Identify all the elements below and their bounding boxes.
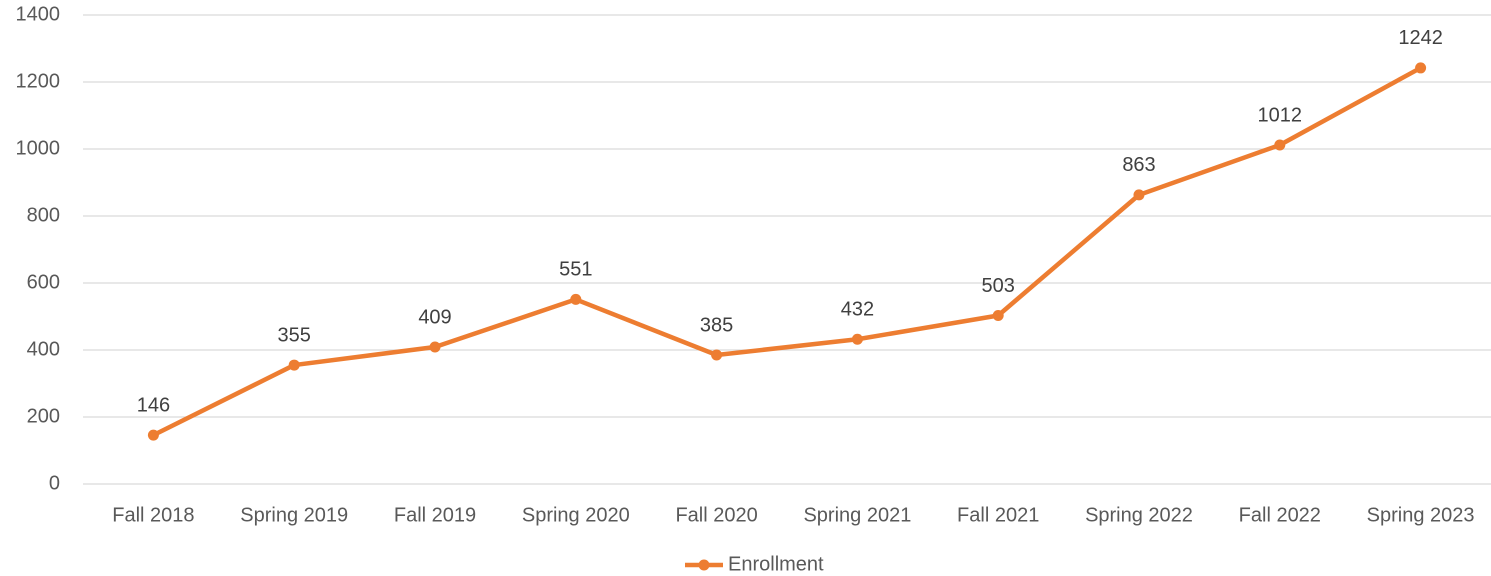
- legend-label: Enrollment: [728, 553, 824, 575]
- data-label: 409: [418, 306, 451, 328]
- data-label: 432: [841, 299, 874, 321]
- marker: [429, 341, 441, 353]
- y-tick-label: 1400: [16, 3, 61, 25]
- y-tick-label: 0: [49, 472, 60, 494]
- data-label: 551: [559, 259, 592, 281]
- marker: [1133, 189, 1145, 201]
- x-tick-label: Spring 2022: [1085, 504, 1193, 526]
- x-tick-label: Spring 2021: [803, 504, 911, 526]
- y-tick-label: 1000: [16, 137, 61, 159]
- y-tick-label: 800: [27, 204, 60, 226]
- x-tick-label: Fall 2018: [112, 504, 194, 526]
- marker: [147, 429, 159, 441]
- x-tick-label: Spring 2019: [240, 504, 348, 526]
- x-tick-label: Spring 2020: [522, 504, 630, 526]
- data-label: 1242: [1398, 27, 1443, 49]
- marker: [1415, 62, 1427, 74]
- marker: [570, 293, 582, 305]
- marker: [851, 333, 863, 345]
- marker: [711, 349, 723, 361]
- data-label: 385: [700, 314, 733, 336]
- x-tick-label: Fall 2020: [675, 504, 757, 526]
- marker: [1274, 139, 1286, 151]
- y-tick-label: 600: [27, 271, 60, 293]
- data-label: 146: [137, 394, 170, 416]
- marker: [992, 309, 1004, 321]
- data-label: 355: [278, 324, 311, 346]
- data-label: 863: [1122, 154, 1155, 176]
- y-tick-label: 200: [27, 405, 60, 427]
- legend-marker: [698, 559, 710, 571]
- data-label: 503: [982, 275, 1015, 297]
- x-tick-label: Fall 2019: [394, 504, 476, 526]
- y-tick-label: 400: [27, 338, 60, 360]
- series-line: [152, 65, 1422, 438]
- data-label: 1012: [1258, 104, 1303, 126]
- x-tick-label: Fall 2021: [957, 504, 1039, 526]
- x-tick-label: Fall 2022: [1239, 504, 1321, 526]
- marker: [288, 359, 300, 371]
- x-tick-label: Spring 2023: [1367, 504, 1475, 526]
- y-tick-label: 1200: [16, 70, 61, 92]
